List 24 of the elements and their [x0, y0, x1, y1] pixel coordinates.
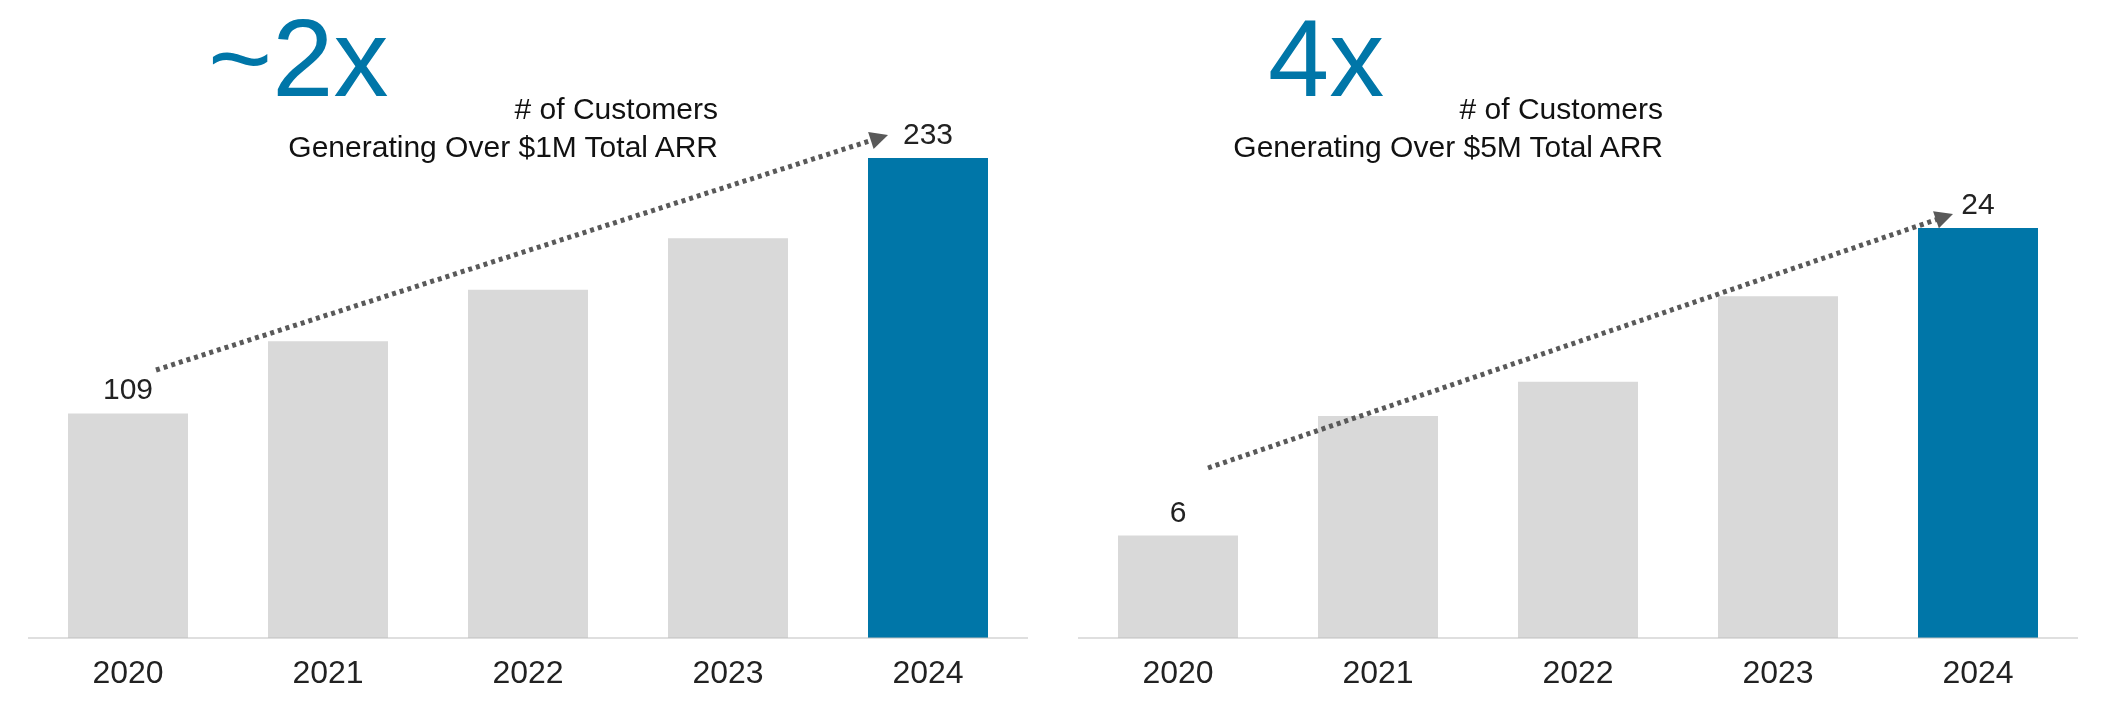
x-tick-label: 2020 [92, 653, 164, 690]
x-tick-label: 2023 [1742, 653, 1814, 690]
bar [268, 341, 388, 638]
data-label: 24 [1961, 187, 1995, 220]
x-tick-label: 2023 [692, 653, 764, 690]
bar [1318, 415, 1438, 638]
bar [468, 289, 588, 638]
bar [68, 413, 188, 638]
data-label: 233 [902, 117, 954, 150]
data-label: 109 [102, 372, 154, 406]
data-label: 6 [1169, 494, 1187, 528]
x-tick-label: 2020 [1142, 653, 1214, 690]
x-tick-label: 2021 [1342, 653, 1414, 690]
bar [1118, 535, 1238, 638]
x-tick-label: 2024 [892, 653, 964, 690]
x-tick-label: 2021 [292, 653, 364, 690]
bar [1518, 381, 1638, 638]
x-tick-label: 2022 [492, 653, 564, 690]
x-tick-label: 2024 [1942, 653, 2014, 690]
bar [868, 158, 988, 638]
bar [668, 238, 788, 638]
bar [1718, 296, 1838, 638]
x-tick-label: 2022 [1542, 653, 1614, 690]
bar [1918, 228, 2038, 638]
